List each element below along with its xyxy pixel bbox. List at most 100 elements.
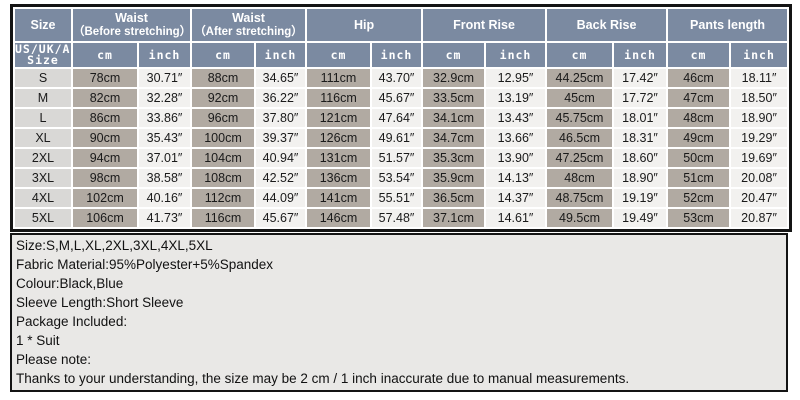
- cm-value-cell: 33.5cm: [423, 89, 485, 107]
- cm-value-cell: 106cm: [73, 209, 137, 227]
- note-package-item: 1 * Suit: [16, 333, 60, 349]
- cm-value-cell: 52cm: [668, 189, 730, 207]
- table-row: XL 90cm 35.43″ 100cm 39.37″ 126cm 49.61″ 34.7cm…: [15, 129, 788, 147]
- cm-value-cell: 47.25cm: [547, 149, 613, 167]
- cm-value-cell: 35.9cm: [423, 169, 485, 187]
- group-title: Back Rise: [576, 17, 637, 32]
- cm-value-cell: 53cm: [668, 209, 730, 227]
- unit-header-cm: cm: [547, 43, 613, 67]
- inch-value-cell: 57.48″: [372, 209, 422, 227]
- cm-value-cell: 112cm: [192, 189, 254, 207]
- size-cell: M: [15, 89, 71, 107]
- inch-value-cell: 12.95″: [486, 69, 546, 87]
- inch-value-cell: 37.80″: [256, 109, 305, 127]
- group-header-back-rise: Back Rise: [547, 9, 667, 41]
- cm-value-cell: 46.5cm: [547, 129, 613, 147]
- inch-value-cell: 18.01″: [614, 109, 667, 127]
- cm-value-cell: 48cm: [547, 169, 613, 187]
- group-title: Hip: [353, 17, 375, 32]
- size-chart-table: Size Waist （Before stretching） Waist （Af…: [10, 4, 793, 232]
- inch-value-cell: 14.13″: [486, 169, 546, 187]
- unit-header-cm: cm: [73, 43, 137, 67]
- inch-value-cell: 13.19″: [486, 89, 546, 107]
- note-size-options: Size:S,M,L,XL,2XL,3XL,4XL,5XL: [16, 237, 213, 253]
- cm-value-cell: 47cm: [668, 89, 730, 107]
- group-header-front-rise: Front Rise: [423, 9, 546, 41]
- size-cell: 5XL: [15, 209, 71, 227]
- inch-value-cell: 18.11″: [731, 69, 788, 87]
- inch-value-cell: 42.52″: [256, 169, 305, 187]
- inch-value-cell: 37.01″: [139, 149, 190, 167]
- cm-value-cell: 50cm: [668, 149, 730, 167]
- unit-header-cm: cm: [668, 43, 730, 67]
- cm-value-cell: 78cm: [73, 69, 137, 87]
- size-cell: S: [15, 69, 71, 87]
- cm-value-cell: 96cm: [192, 109, 254, 127]
- inch-value-cell: 53.54″: [372, 169, 422, 187]
- size-chart-table-wrap: Size Waist （Before stretching） Waist （Af…: [10, 4, 793, 232]
- cm-value-cell: 49.5cm: [547, 209, 613, 227]
- inch-value-cell: 40.16″: [139, 189, 190, 207]
- cm-value-cell: 82cm: [73, 89, 137, 107]
- inch-value-cell: 14.61″: [486, 209, 546, 227]
- note-sleeve-length: Sleeve Length:Short Sleeve: [16, 294, 184, 310]
- inch-value-cell: 14.37″: [486, 189, 546, 207]
- group-header-waist-before: Waist （Before stretching）: [73, 9, 190, 41]
- cm-value-cell: 94cm: [73, 149, 137, 167]
- inch-value-cell: 17.72″: [614, 89, 667, 107]
- group-header-hip: Hip: [307, 9, 422, 41]
- size-column-header: Size: [15, 9, 71, 41]
- note-please-note: Please note:: [16, 352, 92, 368]
- inch-value-cell: 38.58″: [139, 169, 190, 187]
- inch-value-cell: 18.90″: [731, 109, 788, 127]
- inch-value-cell: 40.94″: [256, 149, 305, 167]
- unit-header-inch: inch: [139, 43, 190, 67]
- table-row: 3XL 98cm 38.58″ 108cm 42.52″ 136cm 53.54″ 35.9c…: [15, 169, 788, 187]
- cm-value-cell: 35.3cm: [423, 149, 485, 167]
- group-title: Pants length: [690, 17, 766, 32]
- cm-value-cell: 36.5cm: [423, 189, 485, 207]
- group-header-pants-length: Pants length: [668, 9, 788, 41]
- cm-value-cell: 131cm: [307, 149, 370, 167]
- inch-value-cell: 34.65″: [256, 69, 305, 87]
- cm-value-cell: 45cm: [547, 89, 613, 107]
- inch-value-cell: 35.43″: [139, 129, 190, 147]
- inch-value-cell: 19.69″: [731, 149, 788, 167]
- note-package-label: Package Included:: [16, 314, 128, 330]
- cm-value-cell: 121cm: [307, 109, 370, 127]
- group-title: Waist: [232, 11, 265, 26]
- inch-value-cell: 13.90″: [486, 149, 546, 167]
- cm-value-cell: 104cm: [192, 149, 254, 167]
- group-subtitle: （Before stretching）: [73, 25, 190, 38]
- inch-value-cell: 18.31″: [614, 129, 667, 147]
- cm-value-cell: 34.7cm: [423, 129, 485, 147]
- inch-value-cell: 18.60″: [614, 149, 667, 167]
- group-title: Waist: [115, 11, 148, 26]
- inch-value-cell: 51.57″: [372, 149, 422, 167]
- cm-value-cell: 37.1cm: [423, 209, 485, 227]
- product-notes: Size:S,M,L,XL,2XL,3XL,4XL,5XL Fabric Mat…: [10, 233, 788, 392]
- column-group-header-row: Size Waist （Before stretching） Waist （Af…: [15, 9, 788, 41]
- unit-header-inch: inch: [372, 43, 422, 67]
- inch-value-cell: 20.08″: [731, 169, 788, 187]
- inch-value-cell: 19.29″: [731, 129, 788, 147]
- cm-value-cell: 98cm: [73, 169, 137, 187]
- cm-value-cell: 102cm: [73, 189, 137, 207]
- cm-value-cell: 126cm: [307, 129, 370, 147]
- cm-value-cell: 48cm: [668, 109, 730, 127]
- group-title: Front Rise: [453, 17, 515, 32]
- unit-header-cm: cm: [307, 43, 370, 67]
- unit-header-inch: inch: [256, 43, 305, 67]
- cm-value-cell: 45.75cm: [547, 109, 613, 127]
- inch-value-cell: 39.37″: [256, 129, 305, 147]
- cm-value-cell: 32.9cm: [423, 69, 485, 87]
- cm-value-cell: 34.1cm: [423, 109, 485, 127]
- cm-value-cell: 51cm: [668, 169, 730, 187]
- inch-value-cell: 13.43″: [486, 109, 546, 127]
- unit-header-inch: inch: [731, 43, 788, 67]
- inch-value-cell: 45.67″: [256, 209, 305, 227]
- inch-value-cell: 33.86″: [139, 109, 190, 127]
- inch-value-cell: 17.42″: [614, 69, 667, 87]
- cm-value-cell: 49cm: [668, 129, 730, 147]
- table-row: S 78cm 30.71″ 88cm 34.65″ 111cm 43.70″ 32.9cm 12…: [15, 69, 788, 87]
